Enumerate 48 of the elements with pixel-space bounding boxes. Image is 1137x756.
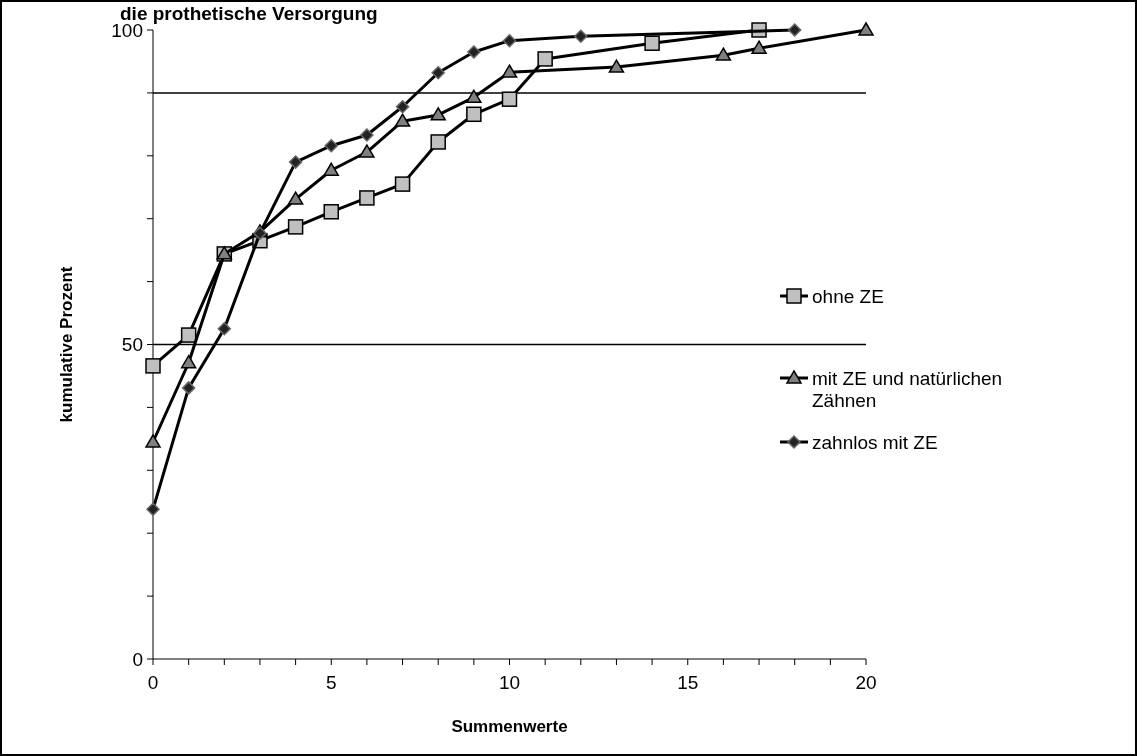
point [323,204,339,220]
point [574,29,588,44]
y-axis-title: kumulative Prozent [57,266,76,423]
point [288,155,303,169]
legend-label: mit ZE und natürlichen Zähnen [812,367,1003,412]
point [359,190,375,206]
point [430,134,446,150]
point [324,138,338,153]
point [501,64,518,78]
y-tick-label: 0 [132,648,143,670]
point [145,434,161,448]
point [180,354,197,369]
point [394,113,411,127]
point [287,191,304,205]
point [360,128,374,142]
point [715,47,732,61]
point [394,176,411,192]
point [395,99,410,114]
point [501,91,518,107]
point [608,59,625,73]
point [180,327,197,343]
point [751,40,767,54]
point [466,106,482,123]
point [431,66,445,80]
point [323,162,339,176]
x-tick-label: 20 [855,672,877,693]
x-tick-label: 0 [147,672,159,693]
point [287,219,304,235]
legend-label: zahnlos mit ZE [812,431,938,453]
point [217,322,232,336]
point [467,45,481,59]
legend-label: ohne ZE [812,285,884,307]
point [644,35,660,51]
y-tick-label: 50 [121,334,143,356]
point [502,33,517,48]
x-tick-label: 15 [677,672,699,693]
point [145,358,161,374]
x-tick-label: 5 [325,672,337,693]
point [359,144,375,158]
point [858,22,874,36]
point [430,107,446,121]
point [466,89,482,103]
point [787,23,802,37]
point [181,381,196,395]
point [146,502,160,517]
point [537,51,553,67]
x-tick-label: 10 [498,672,521,693]
x-axis-title: Summenwerte [451,717,568,736]
